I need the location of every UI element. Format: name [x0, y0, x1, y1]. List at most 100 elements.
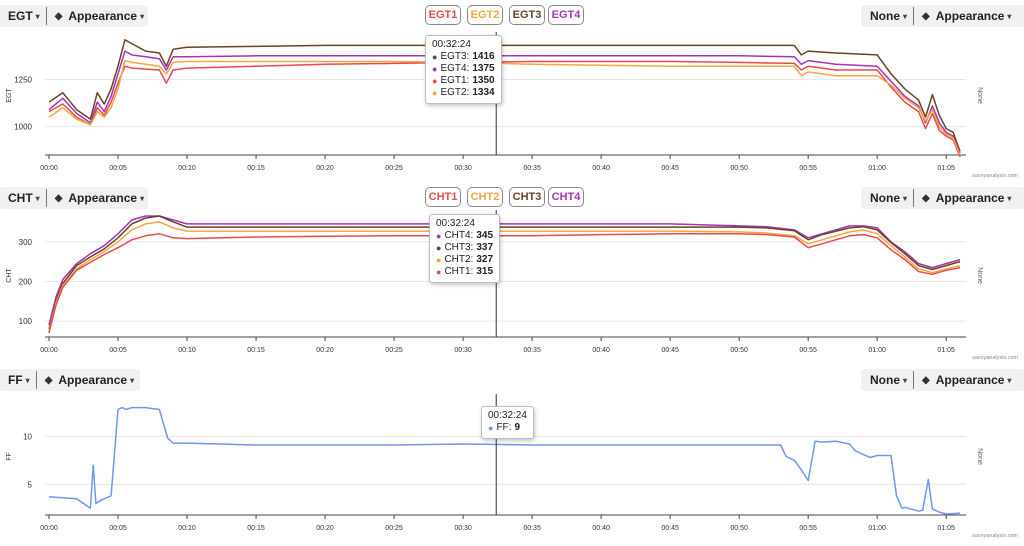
tooltip-value: 1375 [472, 63, 495, 74]
series-line-cht1 [48, 233, 961, 334]
divider [913, 7, 915, 25]
x-tick-label: 00:30 [454, 525, 472, 532]
x-tick-label: 00:50 [730, 347, 748, 354]
series-dot-icon: ● [436, 243, 442, 253]
series-dot-icon: ● [488, 423, 494, 433]
x-tick-label: 00:10 [178, 165, 196, 172]
legend-chip-cht3[interactable]: CHT3 [509, 187, 545, 207]
tooltip-value: 1334 [472, 87, 495, 98]
chevron-down-icon: ▾ [35, 11, 40, 21]
divider [913, 371, 915, 389]
x-tick-label: 01:05 [937, 525, 955, 532]
chevron-down-icon: ▾ [1007, 11, 1012, 21]
cht-chart[interactable]: 100 200 300 CHT None 00:00 00:05 00:10 00:15 00:2… [0, 182, 1024, 364]
tooltip-row: ● EGT2: 1334 [432, 87, 495, 99]
tooltip-row: ● EGT3: 1416 [432, 51, 495, 63]
right-axis-label: None [976, 267, 983, 284]
x-tick-label: 00:35 [523, 525, 541, 532]
right-axis-dropdown[interactable]: None ▾ ◆ Appearance ▾ [861, 187, 1024, 209]
appearance-label: Appearance [935, 191, 1005, 205]
x-tick-label: 00:05 [109, 347, 127, 354]
x-tick-label: 00:10 [178, 347, 196, 354]
x-tick-label: 01:00 [868, 165, 886, 172]
ff-chart[interactable]: 5 10 FF None 00:00 00:05 00:10 00:15 00:20 00:25 0… [0, 364, 1024, 546]
x-tick-label: 00:05 [109, 165, 127, 172]
watermark-text: savvyanalysis.com [972, 533, 1018, 539]
right-axis-label: None [870, 9, 900, 23]
tooltip-row: ● FF: 9 [488, 422, 527, 434]
legend-chip-egt4[interactable]: EGT4 [548, 5, 584, 25]
series-dot-icon: ● [432, 64, 438, 74]
tooltip-value: 327 [476, 254, 494, 265]
tooltip-series-name: EGT4: [440, 63, 470, 74]
x-tick-label: 00:20 [316, 525, 334, 532]
x-tick-label: 00:35 [523, 347, 541, 354]
x-tick-label: 00:00 [40, 347, 58, 354]
x-tick-label: 00:25 [385, 347, 403, 354]
tooltip-series-name: EGT3: [440, 51, 470, 62]
chevron-down-icon: ▾ [25, 375, 30, 385]
legend-chip-cht4[interactable]: CHT4 [548, 187, 584, 207]
y-tick-label: 200 [19, 277, 33, 286]
tooltip-row: ● CHT2: 327 [436, 254, 493, 266]
x-tick-label: 00:30 [454, 165, 472, 172]
tooltip-series-name: CHT4: [444, 230, 474, 241]
x-tick-label: 01:00 [868, 525, 886, 532]
chevron-down-icon: ▾ [35, 193, 40, 203]
appearance-label: Appearance [935, 9, 1005, 23]
chevron-down-icon: ▾ [140, 11, 145, 21]
x-tick-label: 01:05 [937, 347, 955, 354]
series-dot-icon: ● [432, 76, 438, 86]
egt-panel: EGT ▾ ◆ Appearance ▾ EGT1 EGT2 EGT3 EGT4… [0, 0, 1024, 182]
x-tick-label: 00:40 [592, 525, 610, 532]
legend-chip-cht1[interactable]: CHT1 [425, 187, 461, 207]
egt-tooltip: 00:32:24 ● EGT3: 1416 ● EGT4: 1375 ● EGT1: 1350 ●… [425, 35, 502, 104]
legend-chip-egt3[interactable]: EGT3 [509, 5, 545, 25]
x-tick-label: 01:05 [937, 165, 955, 172]
divider [913, 189, 915, 207]
series-select-label: FF [8, 373, 23, 387]
tooltip-series-name: CHT3: [444, 242, 474, 253]
tooltip-series-name: CHT1: [444, 266, 474, 277]
tooltip-value: 345 [476, 230, 494, 241]
legend-chip-egt2[interactable]: EGT2 [467, 5, 503, 25]
y-tick-label: 1000 [14, 123, 32, 132]
right-axis-label: None [976, 448, 983, 465]
series-select-dropdown[interactable]: CHT ▾ ◆ Appearance ▾ [0, 187, 148, 209]
series-line-egt1 [48, 60, 961, 158]
appearance-label: Appearance [68, 9, 138, 23]
series-select-dropdown[interactable]: FF ▾ ◆ Appearance ▾ [0, 369, 140, 391]
legend-chip-cht2[interactable]: CHT2 [467, 187, 503, 207]
y-axis-label: EGT [6, 88, 13, 103]
y-axis-label: FF [6, 452, 13, 461]
right-axis-label: None [870, 191, 900, 205]
tooltip-series-name: CHT2: [444, 254, 474, 265]
series-dot-icon: ● [436, 267, 442, 277]
right-axis-label: None [976, 87, 983, 104]
tag-icon: ◆ [922, 10, 930, 22]
x-tick-label: 00:45 [661, 165, 679, 172]
series-dot-icon: ● [436, 255, 442, 265]
tag-icon: ◆ [922, 374, 930, 386]
appearance-label: Appearance [935, 373, 1005, 387]
chevron-down-icon: ▾ [1007, 375, 1012, 385]
tooltip-series-name: EGT1: [440, 75, 470, 86]
ff-tooltip: 00:32:24 ● FF: 9 [481, 406, 534, 439]
series-line-cht3 [48, 215, 961, 330]
right-axis-dropdown[interactable]: None ▾ ◆ Appearance ▾ [861, 369, 1024, 391]
x-tick-label: 00:40 [592, 347, 610, 354]
right-axis-dropdown[interactable]: None ▾ ◆ Appearance ▾ [861, 5, 1024, 27]
x-tick-label: 00:30 [454, 347, 472, 354]
legend-chip-egt1[interactable]: EGT1 [425, 5, 461, 25]
tooltip-row: ● CHT1: 315 [436, 266, 493, 278]
tag-icon: ◆ [922, 192, 930, 204]
divider [35, 371, 37, 389]
x-tick-label: 00:55 [799, 347, 817, 354]
x-tick-label: 00:15 [247, 165, 265, 172]
y-axis-label: CHT [6, 268, 13, 283]
x-tick-label: 00:25 [385, 525, 403, 532]
y-tick-label: 10 [23, 432, 32, 441]
tooltip-row: ● CHT3: 337 [436, 242, 493, 254]
series-select-dropdown[interactable]: EGT ▾ ◆ Appearance ▾ [0, 5, 148, 27]
